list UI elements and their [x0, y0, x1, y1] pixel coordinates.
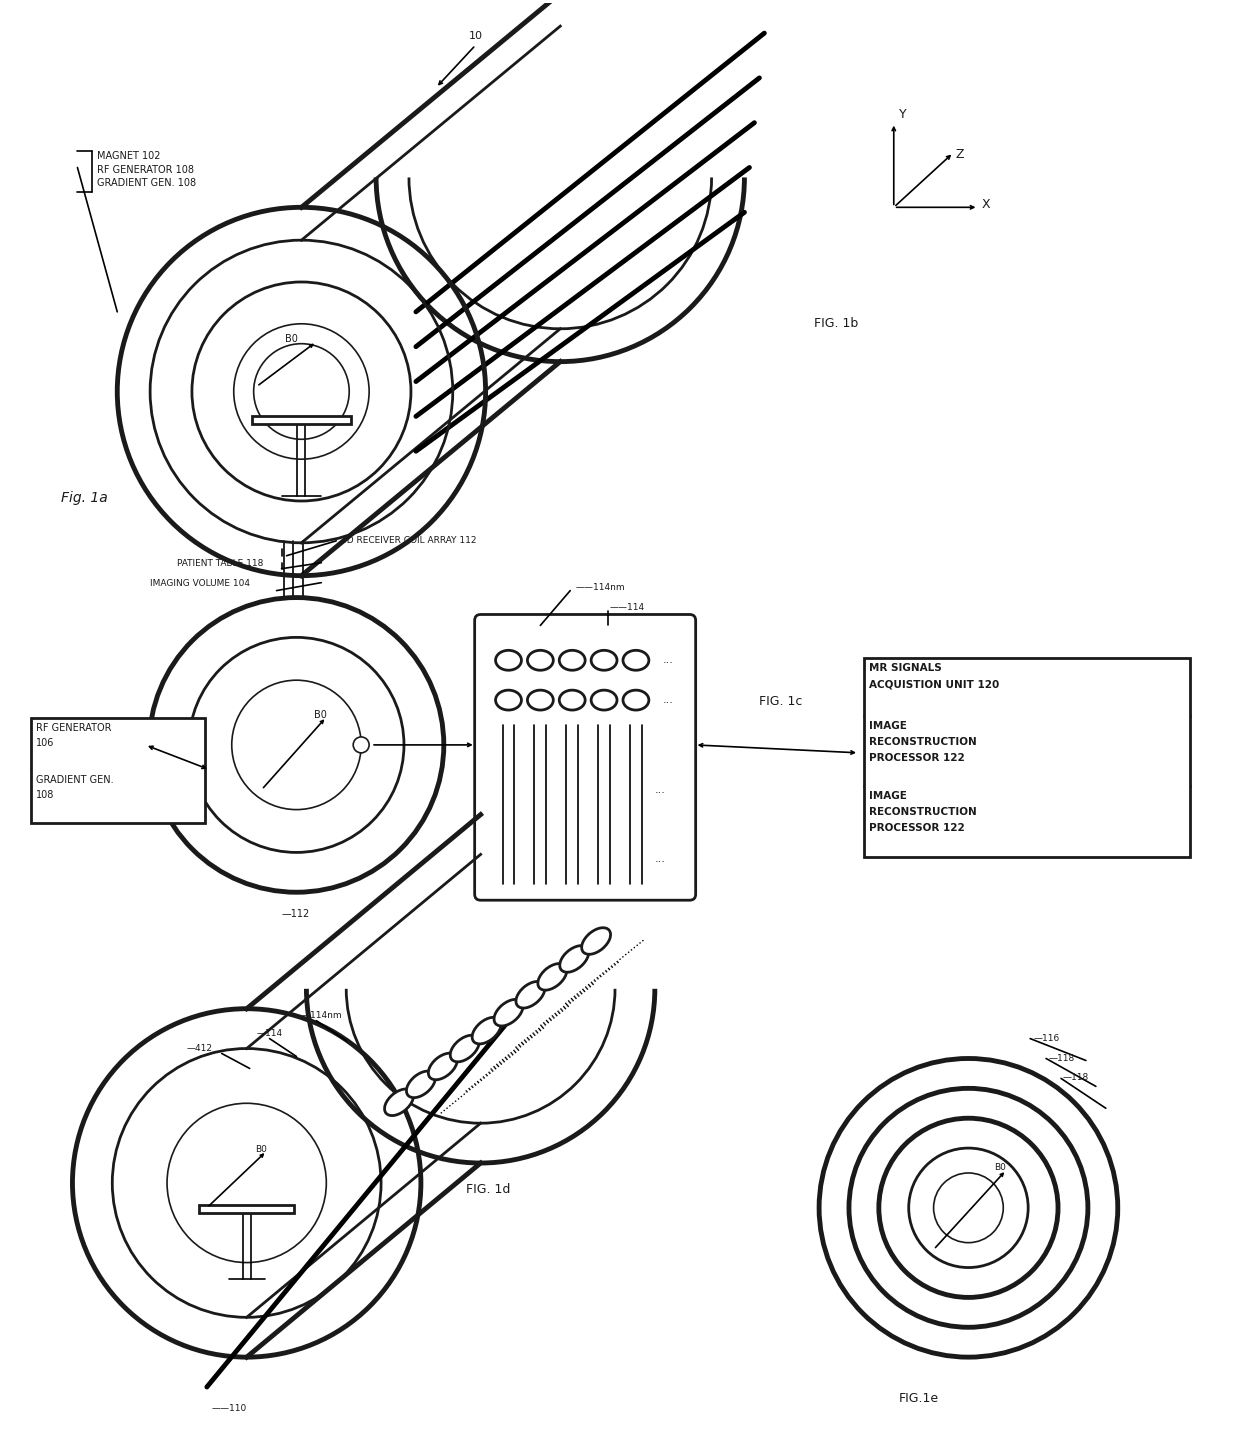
Ellipse shape	[559, 650, 585, 670]
Text: ...: ...	[655, 854, 666, 864]
Text: ...: ...	[663, 695, 673, 705]
Text: MAGNET 102: MAGNET 102	[98, 150, 161, 160]
Text: FIG.1e: FIG.1e	[899, 1392, 939, 1405]
Ellipse shape	[559, 945, 589, 972]
Text: 106: 106	[36, 738, 55, 749]
Bar	[252, 416, 351, 425]
Ellipse shape	[450, 1035, 479, 1062]
Ellipse shape	[879, 1118, 1058, 1298]
Text: PROCESSOR 122: PROCESSOR 122	[869, 822, 965, 832]
Text: FIG. 1b: FIG. 1b	[815, 316, 858, 329]
Text: Y: Y	[899, 108, 906, 121]
Text: B0: B0	[315, 709, 327, 720]
Ellipse shape	[582, 928, 610, 954]
Ellipse shape	[496, 691, 522, 709]
Ellipse shape	[428, 1053, 458, 1079]
Text: ACQUISTION UNIT 120: ACQUISTION UNIT 120	[869, 679, 999, 689]
Ellipse shape	[72, 1009, 420, 1357]
Text: —114: —114	[257, 1029, 283, 1038]
Text: 3D RECEIVER COIL ARRAY 112: 3D RECEIVER COIL ARRAY 112	[341, 536, 476, 545]
Text: B0: B0	[254, 1144, 267, 1155]
Text: —112: —112	[281, 909, 310, 919]
Ellipse shape	[934, 1173, 1003, 1243]
Text: —118: —118	[1063, 1074, 1089, 1082]
Text: FIG. 1d: FIG. 1d	[466, 1183, 510, 1196]
Bar	[864, 659, 1190, 857]
Ellipse shape	[167, 1104, 326, 1263]
Text: IMAGE: IMAGE	[869, 790, 906, 801]
Ellipse shape	[849, 1088, 1087, 1328]
Text: ...: ...	[663, 655, 673, 665]
Bar	[31, 718, 205, 822]
Ellipse shape	[494, 1000, 523, 1026]
Text: —118: —118	[1048, 1053, 1074, 1062]
Text: Fig. 1a: Fig. 1a	[61, 491, 108, 506]
Ellipse shape	[516, 981, 544, 1009]
Text: —114nm: —114nm	[301, 1010, 342, 1020]
Text: GRADIENT GEN.: GRADIENT GEN.	[36, 775, 113, 785]
Text: 10: 10	[469, 32, 482, 40]
Text: ——110: ——110	[211, 1405, 247, 1413]
FancyBboxPatch shape	[475, 614, 696, 900]
Text: FIG. 1c: FIG. 1c	[759, 695, 802, 708]
Ellipse shape	[538, 964, 567, 990]
Text: ...: ...	[655, 785, 666, 795]
Text: 108: 108	[36, 790, 55, 799]
Ellipse shape	[496, 650, 522, 670]
Text: MR SIGNALS: MR SIGNALS	[869, 663, 941, 673]
Ellipse shape	[472, 1017, 501, 1043]
Text: RF GENERATOR 108: RF GENERATOR 108	[98, 165, 195, 175]
Ellipse shape	[527, 650, 553, 670]
Ellipse shape	[591, 691, 618, 709]
Text: B0: B0	[285, 334, 298, 344]
Text: RECONSTRUCTION: RECONSTRUCTION	[869, 737, 977, 747]
Ellipse shape	[232, 681, 361, 809]
Text: RECONSTRUCTION: RECONSTRUCTION	[869, 806, 977, 816]
Text: RF GENERATOR: RF GENERATOR	[36, 722, 112, 733]
Ellipse shape	[353, 737, 370, 753]
Text: —116: —116	[1033, 1033, 1059, 1043]
Bar	[200, 1205, 294, 1212]
Ellipse shape	[384, 1090, 413, 1116]
Text: ——114: ——114	[610, 603, 645, 611]
Text: GRADIENT GEN. 108: GRADIENT GEN. 108	[98, 178, 196, 188]
Ellipse shape	[591, 650, 618, 670]
Text: IMAGE: IMAGE	[869, 721, 906, 731]
Text: —412: —412	[187, 1043, 213, 1052]
Ellipse shape	[188, 637, 404, 853]
Text: PATIENT TABLE 118: PATIENT TABLE 118	[177, 559, 263, 568]
Ellipse shape	[622, 650, 649, 670]
Ellipse shape	[407, 1071, 435, 1098]
Text: Z: Z	[956, 147, 963, 160]
Ellipse shape	[527, 691, 553, 709]
Text: X: X	[981, 198, 990, 211]
Text: B0: B0	[994, 1163, 1006, 1172]
Text: PROCESSOR 122: PROCESSOR 122	[869, 753, 965, 763]
Text: ——114nm: ——114nm	[575, 582, 625, 591]
Ellipse shape	[559, 691, 585, 709]
Ellipse shape	[113, 1049, 381, 1318]
Ellipse shape	[622, 691, 649, 709]
Text: IMAGING VOLUME 104: IMAGING VOLUME 104	[150, 578, 250, 588]
Ellipse shape	[820, 1059, 1117, 1357]
Ellipse shape	[909, 1149, 1028, 1267]
Ellipse shape	[149, 598, 444, 892]
